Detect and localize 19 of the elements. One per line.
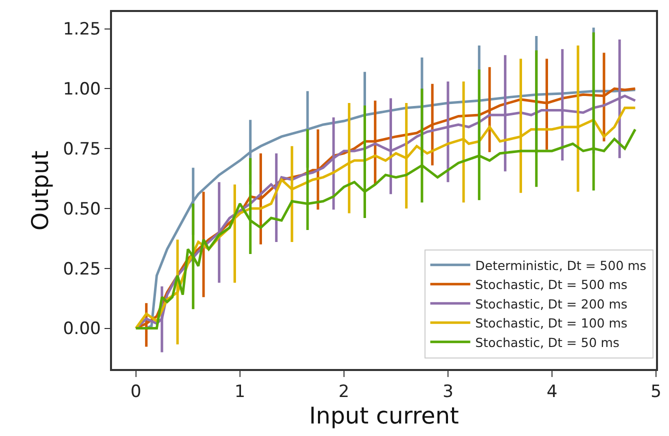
x-axis-title: Input current [309, 403, 459, 430]
legend-label: Deterministic, Dt = 500 ms [475, 258, 646, 273]
x-tick-label: 4 [546, 382, 558, 402]
y-tick-label: 0.00 [62, 319, 101, 340]
legend-label: Stochastic, Dt = 100 ms [475, 316, 628, 331]
legend-label: Stochastic, Dt = 50 ms [475, 334, 620, 350]
y-axis-title: Output [28, 150, 54, 230]
x-tick-label: 3 [442, 382, 454, 402]
y-tick-label: 1.00 [62, 80, 101, 100]
y-tick-label: 0.25 [62, 259, 101, 280]
y-tick-label: 0.50 [62, 199, 101, 220]
legend-label: Stochastic, Dt = 500 ms [475, 277, 628, 292]
x-tick-label: 2 [338, 382, 350, 402]
y-tick-label: 1.25 [62, 20, 101, 40]
x-tick-label: 0 [130, 382, 142, 402]
x-tick-label: 1 [234, 382, 246, 402]
x-tick-label: 5 [650, 382, 662, 402]
y-tick-label: 0.75 [62, 140, 101, 160]
legend-label: Stochastic, Dt = 200 ms [475, 296, 628, 312]
